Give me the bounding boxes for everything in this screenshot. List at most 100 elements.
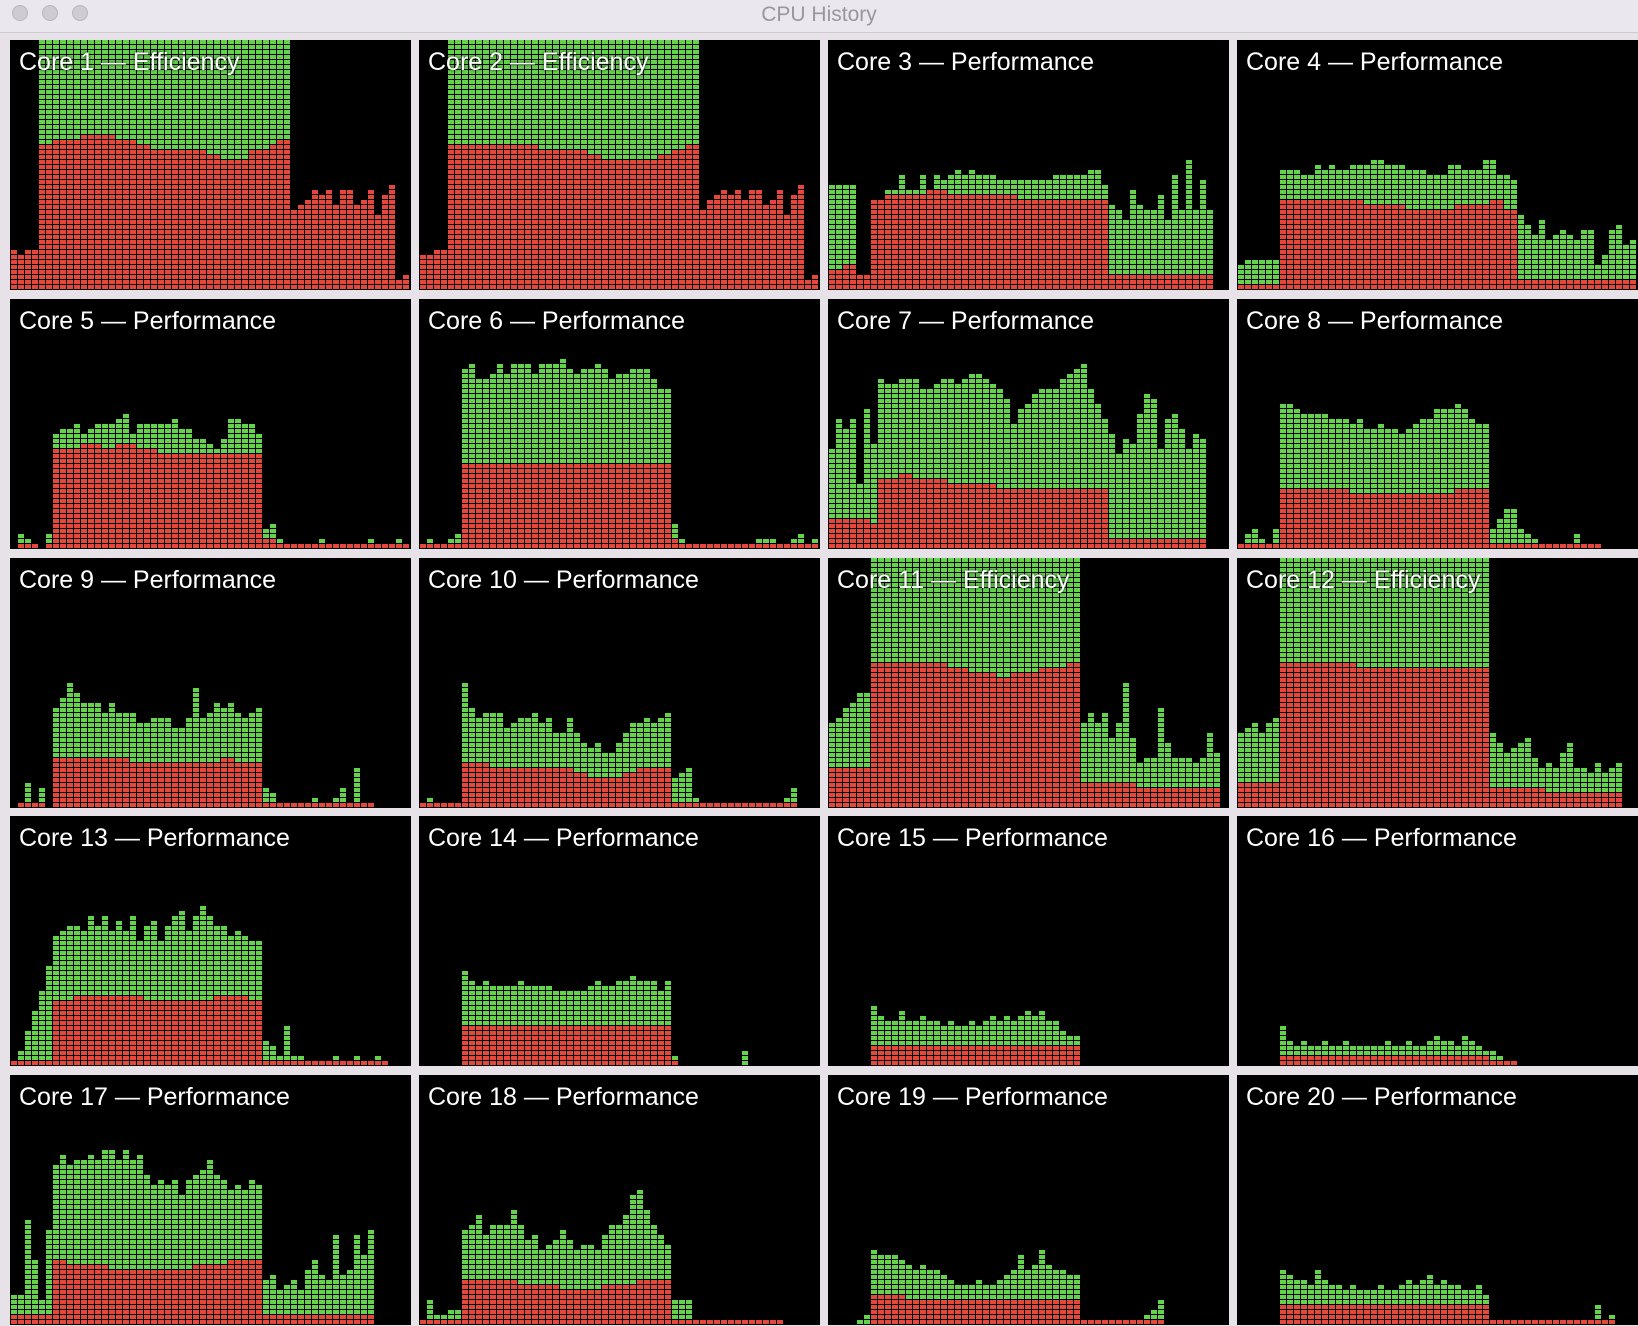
user-load-bar [88, 40, 94, 135]
system-load-bar [319, 544, 325, 549]
grid-line [1608, 558, 1609, 808]
grid-line [524, 40, 525, 290]
grid-line [374, 816, 375, 1066]
grid-line [720, 1075, 721, 1325]
grid-line [482, 299, 483, 549]
grid-line [419, 830, 820, 831]
grid-line [199, 40, 200, 290]
grid-line [1010, 558, 1011, 808]
grid-line [395, 1075, 396, 1325]
grid-line [961, 1075, 962, 1325]
grid-line [10, 975, 411, 976]
grid-line [1220, 558, 1221, 808]
grid-line [419, 1124, 820, 1125]
grid-line [1237, 264, 1638, 265]
grid-line [419, 592, 820, 593]
user-load-bar [214, 40, 220, 155]
title-bar[interactable]: CPU History [0, 0, 1638, 33]
grid-line [10, 955, 411, 956]
system-load-bar [375, 1061, 381, 1066]
user-load-bar [186, 429, 192, 454]
grid-line [17, 816, 18, 1066]
grid-line [1237, 652, 1638, 653]
grid-line [776, 1075, 777, 1325]
system-load-bar [39, 145, 45, 290]
grid-line [1237, 274, 1638, 275]
system-load-bar [560, 464, 566, 549]
grid-line [419, 1224, 820, 1225]
grid-line [636, 299, 637, 549]
grid-line [419, 855, 820, 856]
grid-line [828, 1045, 1229, 1046]
grid-line [10, 1179, 411, 1180]
system-load-bar [658, 1280, 664, 1325]
grid-line [164, 40, 165, 290]
system-load-bar [448, 145, 454, 290]
grid-line [101, 816, 102, 1066]
grid-line [982, 1075, 983, 1325]
user-load-bar [913, 1021, 919, 1046]
grid-line [643, 299, 644, 549]
grid-line [419, 1284, 820, 1285]
close-button[interactable] [12, 5, 28, 21]
user-load-bar [1483, 424, 1489, 489]
grid-line [741, 816, 742, 1066]
user-load-bar [1420, 1280, 1426, 1305]
user-load-bar [455, 40, 461, 145]
grid-line [199, 816, 200, 1066]
user-load-bar [340, 788, 346, 803]
grid-line [419, 433, 820, 434]
grid-line [828, 1099, 1229, 1100]
core-panel: Core 14 — Performance [419, 816, 820, 1066]
grid-line [1237, 1005, 1638, 1006]
system-load-bar [1245, 783, 1251, 808]
system-load-bar [1560, 1320, 1566, 1325]
grid-line [828, 985, 1229, 986]
grid-line [580, 299, 581, 549]
grid-line [1164, 816, 1165, 1066]
user-load-bar [1301, 175, 1307, 200]
system-load-bar [1511, 1320, 1517, 1325]
grid-line [615, 299, 616, 549]
user-load-bar [95, 703, 101, 758]
grid-line [108, 558, 109, 808]
grid-line [122, 816, 123, 1066]
grid-line [524, 1075, 525, 1325]
grid-line [1237, 940, 1638, 941]
system-load-bar [130, 763, 136, 808]
grid-line [311, 816, 312, 1066]
grid-line [304, 816, 305, 1066]
system-load-bar [693, 544, 699, 549]
grid-line [419, 1020, 820, 1021]
grid-line [828, 313, 1229, 314]
user-load-bar [553, 991, 559, 1026]
grid-line [1206, 1075, 1207, 1325]
grid-line [1237, 328, 1638, 329]
grid-line [741, 40, 742, 290]
grid-line [1237, 89, 1638, 90]
minimize-button[interactable] [42, 5, 58, 21]
grid-line [1566, 40, 1567, 290]
grid-line [884, 558, 885, 808]
grid-line [828, 84, 1229, 85]
user-load-bar [1574, 768, 1580, 793]
grid-line [1370, 558, 1371, 808]
grid-line [1237, 1045, 1638, 1046]
system-load-bar [1532, 1320, 1538, 1325]
system-load-bar [67, 1001, 73, 1066]
grid-line [227, 40, 228, 290]
user-load-bar [1469, 170, 1475, 205]
system-load-bar [186, 1270, 192, 1325]
grid-line [332, 558, 333, 808]
system-load-bar [476, 1280, 482, 1325]
system-load-bar [137, 145, 143, 290]
grid-line [706, 816, 707, 1066]
grid-line [10, 1229, 411, 1230]
grid-line [10, 960, 411, 961]
grid-line [419, 79, 820, 80]
user-load-bar [1532, 235, 1538, 280]
grid-line [1129, 558, 1130, 808]
user-load-bar [441, 1315, 447, 1320]
grid-line [587, 40, 588, 290]
zoom-button[interactable] [72, 5, 88, 21]
